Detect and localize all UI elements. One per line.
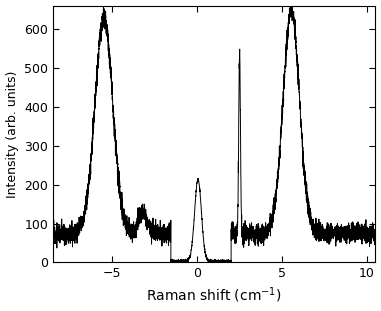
Y-axis label: Intensity (arb. units): Intensity (arb. units) <box>6 70 19 198</box>
X-axis label: Raman shift (cm$^{-1}$): Raman shift (cm$^{-1}$) <box>146 286 282 305</box>
